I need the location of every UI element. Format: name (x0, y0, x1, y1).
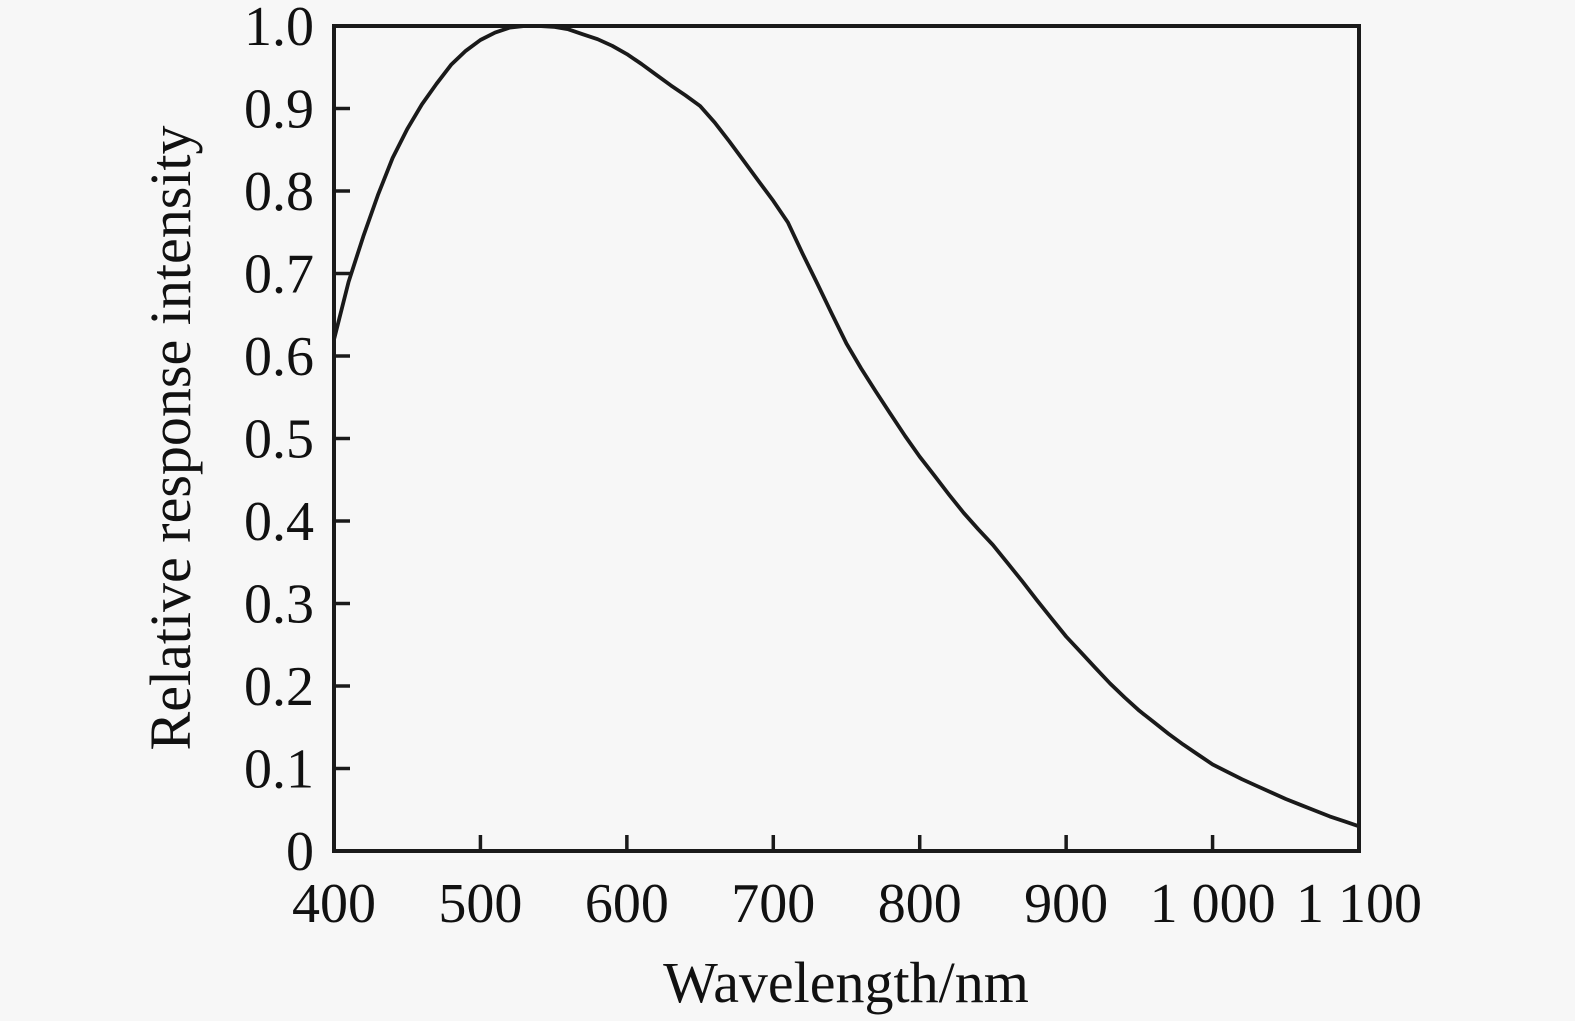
plot-layer: 400 500 600 700 800 900 1 000 1 10000.10.20.30.… (244, 0, 1422, 935)
x-tick-label: 700 (731, 873, 815, 935)
y-tick-label: 0.8 (244, 161, 314, 223)
x-tick-label: 800 (878, 873, 962, 935)
y-tick-label: 1.0 (244, 0, 314, 58)
y-tick-label: 0 (286, 821, 314, 883)
y-tick-label: 0.9 (244, 79, 314, 141)
x-tick-label: 500 (438, 873, 522, 935)
x-axis-title: Wavelength/nm (663, 950, 1029, 1015)
x-tick-label: 600 (585, 873, 669, 935)
y-tick-label: 0.2 (244, 656, 314, 718)
x-tick-label: 400 (292, 873, 376, 935)
y-tick-label: 0.4 (244, 491, 314, 553)
x-tick-label: 1 000 (1150, 873, 1276, 935)
y-tick-label: 0.3 (244, 574, 314, 636)
y-tick-label: 0.6 (244, 326, 314, 388)
response-curve (332, 24, 1361, 829)
plot-border (332, 24, 1361, 853)
y-axis-title: Relative response intensity (138, 126, 203, 751)
y-tick-label: 0.5 (244, 409, 314, 471)
y-tick-label: 0.7 (244, 244, 314, 306)
x-tick-label: 900 (1024, 873, 1108, 935)
x-tick-label: 1 100 (1296, 873, 1422, 935)
y-tick-label: 0.1 (244, 739, 314, 801)
